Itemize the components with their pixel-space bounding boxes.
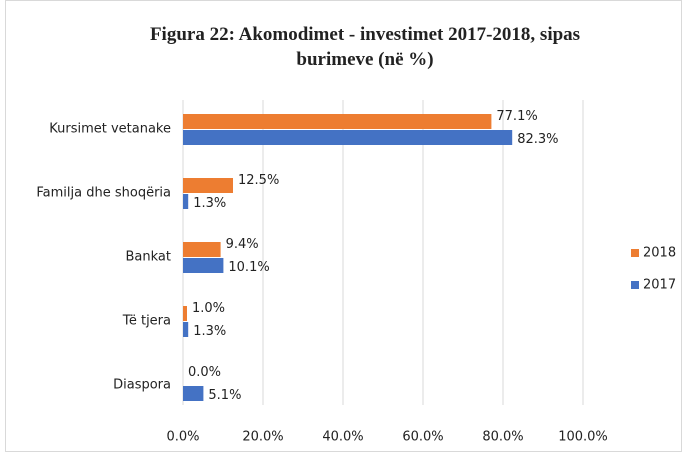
bar xyxy=(183,306,187,321)
bar xyxy=(183,242,221,257)
value-label: 9.4% xyxy=(226,237,259,252)
value-label: 1.3% xyxy=(193,196,226,211)
x-tick-label: 0.0% xyxy=(166,430,199,445)
value-label: 77.1% xyxy=(496,109,537,124)
x-tick-label: 80.0% xyxy=(482,430,523,445)
legend-swatch xyxy=(631,281,639,289)
y-tick-label: Të tjera xyxy=(122,314,171,329)
value-label: 0.0% xyxy=(188,365,221,380)
bar xyxy=(183,258,224,273)
chart-title: Figura 22: Akomodimet - investimet 2017-… xyxy=(149,24,581,70)
legend-label: 2017 xyxy=(643,278,676,293)
y-tick-label: Diaspora xyxy=(113,378,171,393)
bar xyxy=(183,194,189,209)
legend-swatch xyxy=(631,249,639,257)
y-tick-label: Bankat xyxy=(126,250,172,265)
value-label: 12.5% xyxy=(238,173,279,188)
value-label: 5.1% xyxy=(208,388,241,403)
value-label: 82.3% xyxy=(517,132,558,147)
bar xyxy=(183,322,189,337)
x-tick-label: 40.0% xyxy=(322,430,363,445)
x-tick-label: 20.0% xyxy=(242,430,283,445)
value-label: 1.0% xyxy=(192,301,225,316)
y-tick-label: Familja dhe shoqëria xyxy=(36,186,171,201)
x-tick-label: 100.0% xyxy=(558,430,608,445)
bar xyxy=(183,130,513,145)
chart-border xyxy=(5,0,682,452)
legend-label: 2018 xyxy=(643,246,676,261)
bar xyxy=(183,114,492,129)
value-label: 1.3% xyxy=(193,324,226,339)
y-tick-label: Kursimet vetanake xyxy=(49,122,171,137)
x-tick-label: 60.0% xyxy=(402,430,443,445)
bar xyxy=(183,386,204,401)
value-label: 10.1% xyxy=(228,260,269,275)
bar xyxy=(183,178,233,193)
